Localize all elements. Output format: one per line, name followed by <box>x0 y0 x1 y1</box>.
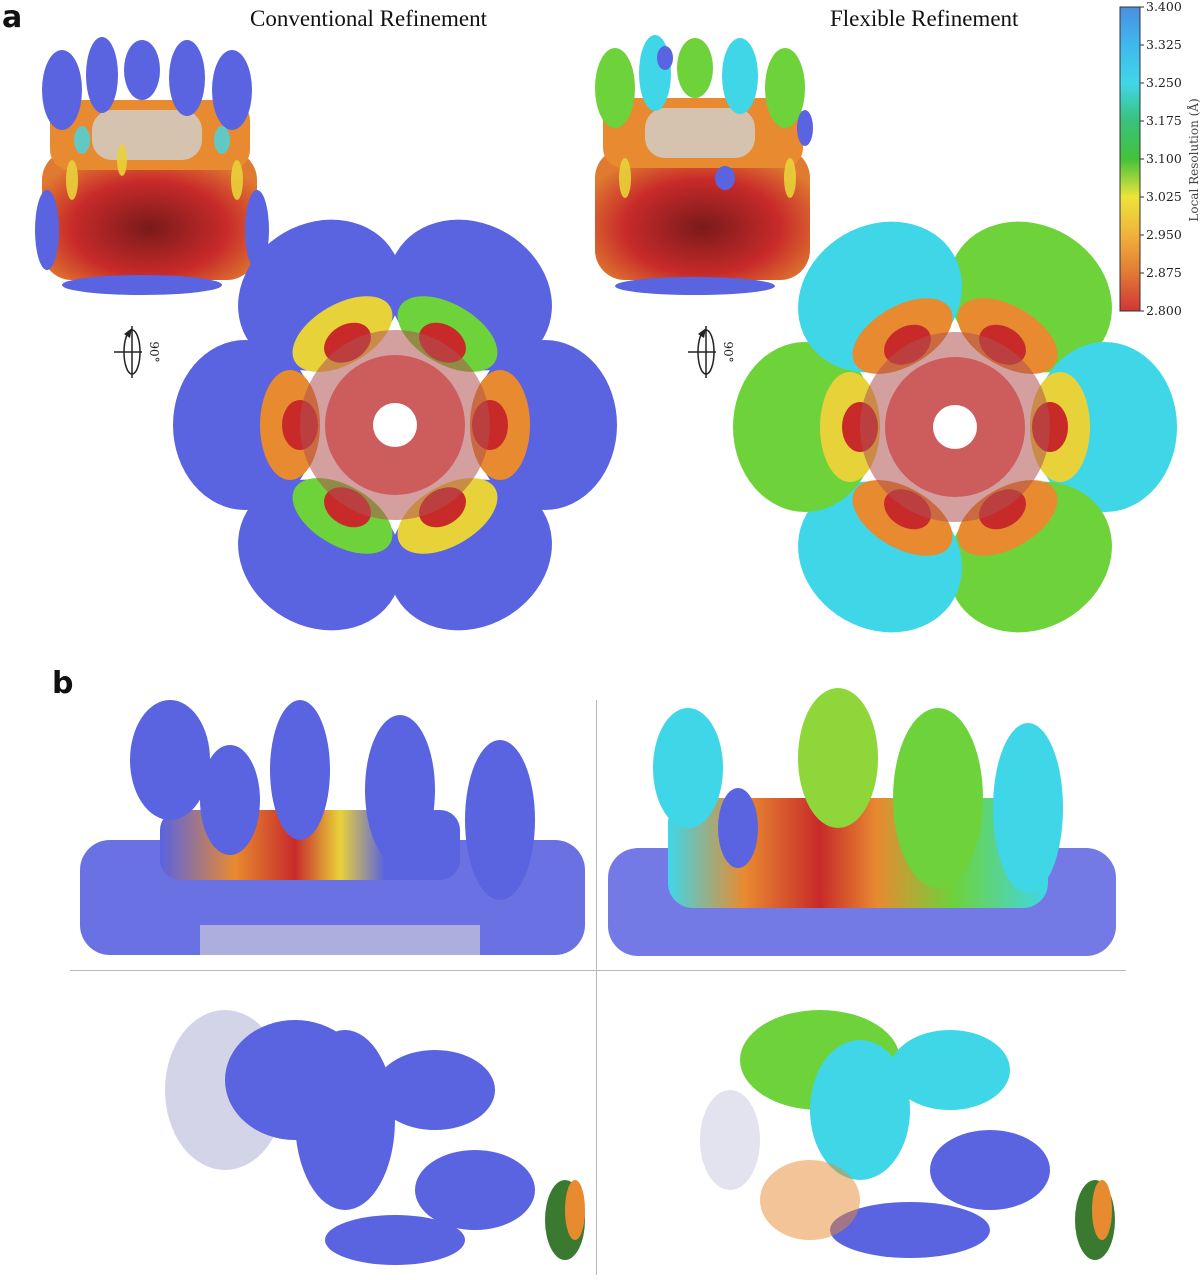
conventional-refinement-title: Conventional Refinement <box>250 6 487 31</box>
colorbar-tick-label: 3.175 <box>1146 113 1182 128</box>
panel-label-a: a <box>2 0 23 35</box>
colorbar-tick-label: 2.800 <box>1146 303 1182 318</box>
flexible-closeup-side <box>608 688 1116 956</box>
colorbar-tick-label: 2.950 <box>1146 227 1182 242</box>
flexible-side-view-map <box>595 35 813 295</box>
panel-b-horizontal-divider <box>70 970 1126 971</box>
flexible-refinement-title: Flexible Refinement <box>830 6 1019 31</box>
rotation-label-left: 90° <box>147 341 161 362</box>
map-subunit-lobe <box>948 480 1112 633</box>
panel-b-vertical-divider <box>596 700 597 1275</box>
conventional-side-view-map <box>35 37 269 295</box>
panel-label-b: b <box>52 666 74 701</box>
colorbar-tick-label: 3.100 <box>1146 151 1182 166</box>
colorbar-title: Local Resolution (Å) <box>1186 98 1201 221</box>
rotation-90-icon-right: 90° <box>688 326 735 378</box>
colorbar-tick-label: 3.325 <box>1146 37 1182 52</box>
conventional-closeup-side <box>80 700 585 955</box>
flexible-top-view-map <box>733 221 1177 633</box>
colorbar-tick-label: 3.025 <box>1146 189 1182 204</box>
rotation-label-right: 90° <box>721 341 735 362</box>
conventional-closeup-top <box>165 1010 585 1265</box>
local-resolution-colorbar: 3.400 3.325 3.250 3.175 3.100 3.025 2.950 2.875… <box>1119 0 1201 318</box>
colorbar-tick-label: 3.400 <box>1146 0 1182 14</box>
flexible-closeup-top <box>700 1010 1115 1260</box>
colorbar-tick-label: 2.875 <box>1146 265 1182 280</box>
colorbar-tick-label: 3.250 <box>1146 75 1182 90</box>
colorbar-ticks: 3.400 3.325 3.250 3.175 3.100 3.025 2.950 2.875… <box>1140 0 1182 318</box>
conventional-top-view-map <box>173 219 617 631</box>
rotation-90-icon-left: 90° <box>114 326 161 378</box>
